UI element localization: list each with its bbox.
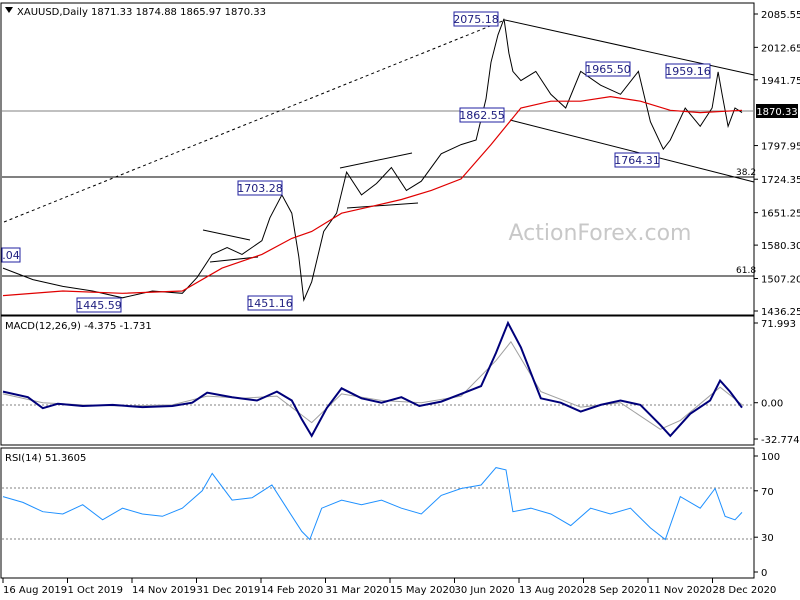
annotation-box [614,152,660,168]
y-tick-label: 70 [761,487,774,498]
annotation-label: 1764.31 [614,154,660,167]
macd-header-text: MACD(12,26,9) -4.375 -1.731 [5,321,152,332]
annotation-1959: 1959.16 [665,63,711,79]
annotation-label: 1959.16 [665,65,711,78]
annotation-left-edge: .04 [1,247,21,263]
macd-main-line [2,320,743,438]
annotation-box [76,297,122,313]
annotation-box [453,11,499,27]
annotation-label: 1451.16 [247,297,293,310]
x-tick-label: 14 Feb 2020 [261,585,323,596]
y-tick-label: 0 [761,568,767,579]
y-tick-label: 2085.55 [761,10,800,21]
x-tick-label: 28 Dec 2020 [713,585,777,596]
annotation-box [247,295,293,311]
x-tick-label: 13 Aug 2020 [519,585,583,596]
channel-lower-line [509,119,755,183]
x-tick-label: 14 Nov 2019 [132,585,196,596]
annotation-1764: 1764.31 [614,152,660,168]
rsi-header-text: RSI(14) 51.3605 [5,453,86,464]
price-header-text: XAUUSD,Daily 1871.33 1874.88 1865.97 187… [17,7,266,18]
y-tick-label: 71.993 [761,319,796,330]
y-tick-label: 1797.95 [761,142,800,153]
x-tick-label: 16 Aug 2019 [3,585,67,596]
y-tick-label: 1941.75 [761,76,800,87]
rsi-line [2,467,743,541]
y-tick-label: 30 [761,533,774,544]
x-tick-label: 31 Dec 2019 [197,585,261,596]
channel-upper-line [504,19,755,76]
pattern-upper-apr [339,152,413,169]
x-tick-label: 30 Jun 2020 [455,585,515,596]
annotation-1451: 1451.16 [247,295,293,311]
annotation-label: 1862.55 [459,109,505,122]
x-tick-label: 11 Nov 2020 [648,585,712,596]
annotation-box [665,63,711,79]
dotted-trendline [3,19,506,223]
collapse-triangle-icon [5,7,13,13]
annotation-label: 2075.18 [453,13,499,26]
annotation-1703: 1703.28 [237,180,283,196]
x-tick-label: 15 May 2020 [390,585,455,596]
price-series-line [2,18,743,303]
annotation-label: .04 [2,249,20,262]
macd-signal-line [2,340,743,430]
fib-38-2-label: 38.2 [736,168,756,178]
moving-average-line [2,95,743,297]
annotation-label: 1703.28 [237,182,283,195]
price-y-axis: 2085.55 2012.65 1941.75 1797.95 1724.35 1651.… [754,10,800,318]
y-tick-label: 2012.65 [761,43,800,54]
y-tick-label: 100 [761,452,780,463]
annotation-box [237,180,283,196]
y-tick-label: 1436.25 [761,307,800,318]
x-tick-label: 31 Mar 2020 [326,585,389,596]
annotation-1445: 1445.59 [76,297,122,313]
macd-panel-frame [0,315,755,446]
y-tick-label: 1724.35 [761,175,800,186]
y-tick-label: -32.774 [761,435,800,446]
fib-61-8-label: 61.8 [736,266,756,276]
last-price-badge-label: 1870.33 [756,107,797,118]
annotation-box [1,247,21,263]
annotation-2075: 2075.18 [453,11,499,27]
pattern-upper-feb [202,229,251,241]
y-tick-label: 1507.20 [761,275,800,286]
x-tick-label: 1 Oct 2019 [68,585,123,596]
annotation-label: 1445.59 [76,299,122,312]
watermark: ActionForex.com [509,221,692,246]
rsi-y-axis: 100 70 30 0 [754,452,780,579]
annotation-label: 1965.50 [585,63,631,76]
last-price-badge [756,104,798,118]
x-tick-label: 28 Sep 2020 [584,585,647,596]
price-panel-frame [0,2,755,316]
annotation-box [459,107,505,123]
annotation-1862: 1862.55 [459,107,505,123]
price-header: XAUUSD,Daily 1871.33 1874.88 1865.97 187… [5,7,266,18]
y-tick-label: 1580.30 [761,241,800,252]
annotation-1965: 1965.50 [585,61,631,77]
pattern-lower-apr [346,202,419,209]
y-tick-label: 0.00 [761,399,783,410]
rsi-panel-frame [0,447,755,579]
pattern-lower-feb [209,256,259,263]
macd-y-axis: 71.993 0.00 -32.774 [754,319,800,446]
y-tick-label: 1651.25 [761,209,800,220]
x-axis: 16 Aug 2019 1 Oct 2019 14 Nov 2019 31 Dec 2… [2,578,777,596]
annotation-box [585,61,631,77]
